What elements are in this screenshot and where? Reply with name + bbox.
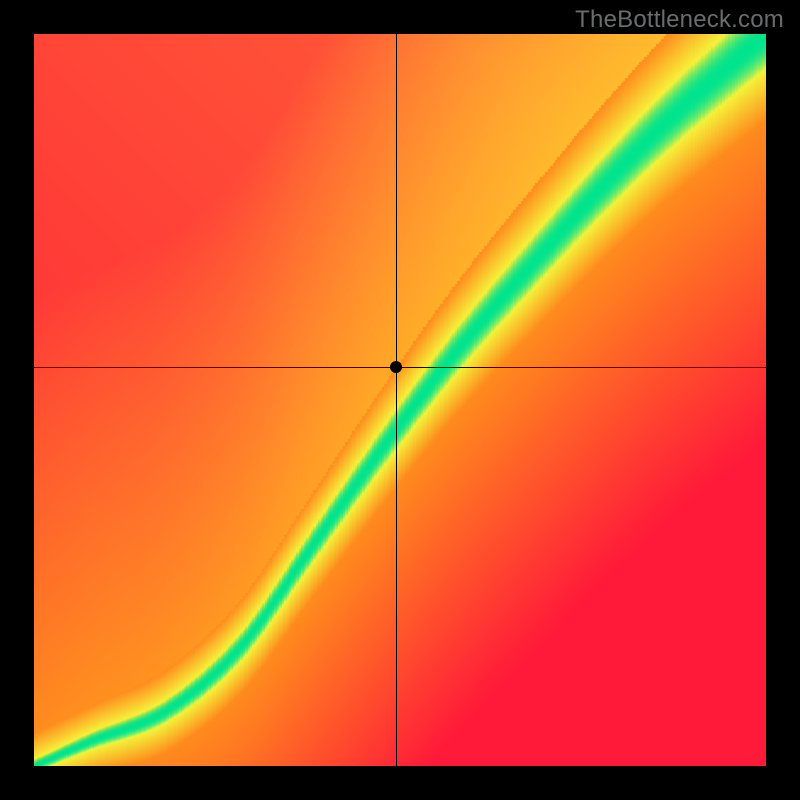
- crosshair-vertical: [396, 34, 397, 766]
- marker-dot: [390, 361, 402, 373]
- chart-frame: TheBottleneck.com: [0, 0, 800, 800]
- heatmap-canvas: [34, 34, 766, 766]
- watermark-text: TheBottleneck.com: [575, 6, 784, 34]
- heatmap-plot: [34, 34, 766, 766]
